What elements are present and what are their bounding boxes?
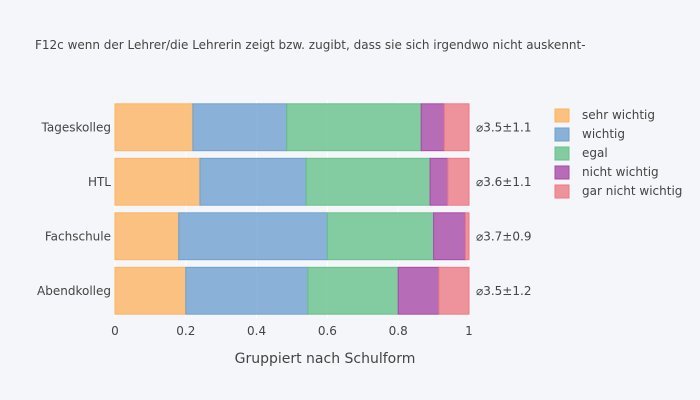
x-tick-label: 0.2 xyxy=(176,324,195,338)
bar-3-3[interactable] xyxy=(397,266,440,315)
legend-swatch[interactable] xyxy=(554,165,570,180)
bar-2-2[interactable] xyxy=(326,212,435,261)
bar-4-0[interactable] xyxy=(443,103,470,152)
bar-0-0[interactable] xyxy=(114,103,194,152)
bar-0-1[interactable] xyxy=(114,157,201,206)
legend-swatch[interactable] xyxy=(554,146,570,161)
legend-label[interactable]: nicht wichtig xyxy=(582,165,659,179)
x-tick-label: 0.8 xyxy=(389,324,408,338)
bars xyxy=(114,103,470,315)
x-tick-label: 0 xyxy=(111,324,119,338)
legend-swatch[interactable] xyxy=(554,184,570,199)
bar-1-2[interactable] xyxy=(178,212,328,261)
bar-annotation: ⌀3.5±1.2 xyxy=(476,284,531,298)
bar-2-3[interactable] xyxy=(307,266,399,315)
x-tick-label: 0.4 xyxy=(247,324,266,338)
bar-3-2[interactable] xyxy=(433,212,466,261)
legend-label[interactable]: egal xyxy=(582,146,608,160)
legend-label[interactable]: sehr wichtig xyxy=(582,108,655,122)
bar-4-2[interactable] xyxy=(464,212,470,261)
bar-1-0[interactable] xyxy=(192,103,288,152)
bar-1-3[interactable] xyxy=(185,266,309,315)
y-axis-labels: Tageskolleg HTL Fachschule Abendkolleg xyxy=(37,120,111,298)
legend-swatch[interactable] xyxy=(554,108,570,123)
legend-label[interactable]: gar nicht wichtig xyxy=(582,184,682,198)
bar-annotation: ⌀3.5±1.1 xyxy=(476,120,531,134)
legend-label[interactable]: wichtig xyxy=(582,127,625,141)
bar-0-3[interactable] xyxy=(114,266,187,315)
bar-annotation: ⌀3.7±0.9 xyxy=(476,229,531,243)
chart-title: F12c wenn der Lehrer/die Lehrerin zeigt … xyxy=(35,38,586,52)
x-axis-label: Gruppiert nach Schulform xyxy=(235,351,416,367)
bar-3-1[interactable] xyxy=(429,157,449,206)
y-tick-label: Abendkolleg xyxy=(37,284,111,298)
x-tick-label: 1 xyxy=(465,324,473,338)
legend-swatch[interactable] xyxy=(554,127,570,142)
bar-0-2[interactable] xyxy=(114,212,180,261)
bar-2-0[interactable] xyxy=(286,103,422,152)
bar-annotations: ⌀3.5±1.1 ⌀3.6±1.1 ⌀3.7±0.9 ⌀3.5±1.2 xyxy=(476,120,531,298)
y-tick-label: Fachschule xyxy=(45,229,111,243)
x-tick-label: 0.6 xyxy=(318,324,337,338)
x-axis-ticks: 0 0.2 0.4 0.6 0.8 1 xyxy=(111,324,473,338)
bar-4-1[interactable] xyxy=(447,157,470,206)
y-tick-label: HTL xyxy=(88,175,111,189)
y-tick-label: Tageskolleg xyxy=(41,120,111,134)
bar-4-3[interactable] xyxy=(438,266,470,315)
bar-3-0[interactable] xyxy=(420,103,445,152)
bar-2-1[interactable] xyxy=(305,157,431,206)
bar-annotation: ⌀3.6±1.1 xyxy=(476,175,531,189)
bar-1-1[interactable] xyxy=(199,157,307,206)
legend[interactable]: sehr wichtig wichtig egal nicht wichtig gar … xyxy=(554,108,682,199)
